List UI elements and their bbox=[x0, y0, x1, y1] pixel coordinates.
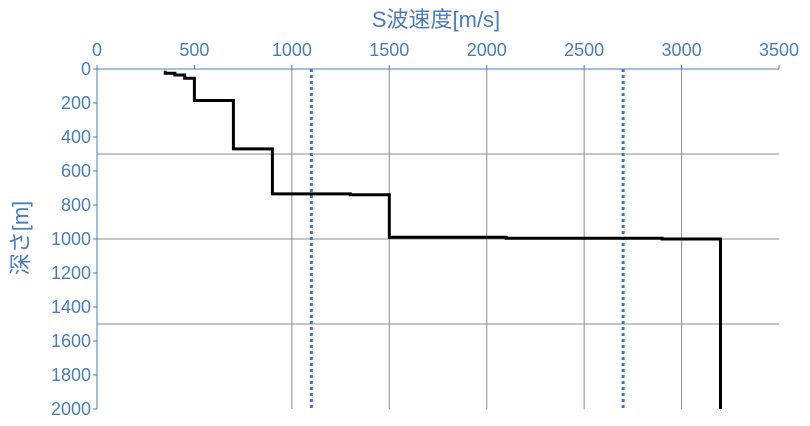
x-axis-title: S波速度[m/s] bbox=[372, 7, 500, 32]
x-tick-label: 3500 bbox=[759, 40, 799, 60]
y-tick-label: 1400 bbox=[51, 297, 91, 317]
y-tick-label: 400 bbox=[61, 127, 91, 147]
y-tick-label: 1600 bbox=[51, 331, 91, 351]
y-tick-label: 800 bbox=[61, 195, 91, 215]
x-tick-label: 2000 bbox=[467, 40, 507, 60]
velocity-profile-line bbox=[163, 70, 722, 409]
y-tick-label: 200 bbox=[61, 93, 91, 113]
x-tick-label: 500 bbox=[179, 40, 209, 60]
y-tick-label: 1800 bbox=[51, 365, 91, 385]
x-tick-labels: 0 500 1000 1500 2000 2500 3000 3500 bbox=[92, 40, 799, 69]
y-tick-labels: 0 200 400 600 800 1000 1200 1400 1600 1800 2000 bbox=[51, 59, 97, 419]
y-tick-label: 0 bbox=[81, 59, 91, 79]
x-tick-label: 1500 bbox=[369, 40, 409, 60]
x-tick-label: 2500 bbox=[564, 40, 604, 60]
y-tick-label: 600 bbox=[61, 161, 91, 181]
y-tick-label: 2000 bbox=[51, 399, 91, 419]
y-tick-label: 1000 bbox=[51, 229, 91, 249]
x-tick-label: 1000 bbox=[272, 40, 312, 60]
x-tick-label: 0 bbox=[92, 40, 102, 60]
y-axis-title: 深さ[m] bbox=[8, 201, 33, 276]
y-tick-label: 1200 bbox=[51, 263, 91, 283]
series-group bbox=[163, 70, 722, 409]
x-tick-label: 3000 bbox=[662, 40, 702, 60]
